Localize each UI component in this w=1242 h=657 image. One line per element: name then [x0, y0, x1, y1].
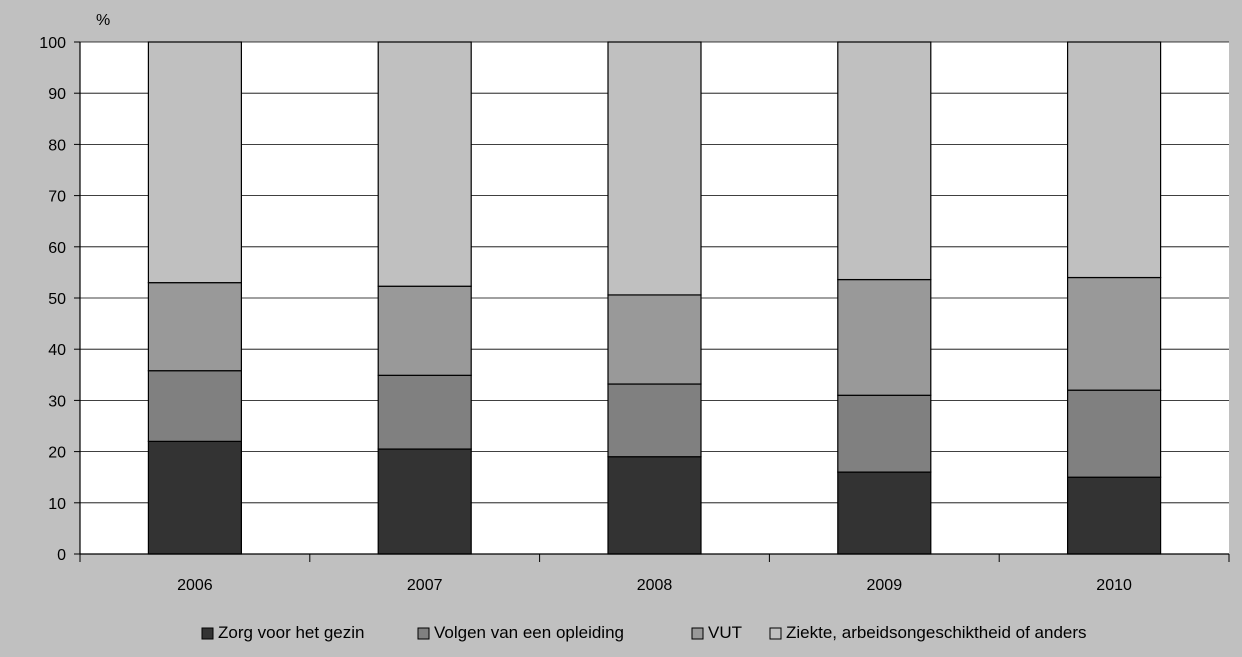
bar-segment	[607, 383, 702, 458]
x-tick-label: 2009	[867, 577, 903, 594]
bar-segment	[1066, 476, 1162, 555]
bar-segment	[147, 370, 242, 442]
bar-segment	[837, 41, 932, 281]
x-tick-label: 2006	[177, 577, 213, 594]
legend-swatch	[769, 627, 782, 640]
y-tick-label: 60	[48, 240, 66, 257]
x-tick-label: 2008	[637, 577, 673, 594]
y-tick-labels: 0 10 20 30 40 50 60 70 80 90 100	[39, 35, 66, 564]
bar-segment	[147, 440, 242, 555]
x-tick-label: 2007	[407, 577, 443, 594]
x-tick-labels: 2006 2007 2008 2009 2010	[177, 577, 1132, 594]
legend: Zorg voor het gezin Volgen van een opleid…	[201, 623, 1087, 642]
bar-segment	[607, 41, 702, 296]
y-tick-label: 0	[57, 547, 66, 564]
bar-segment	[1066, 389, 1162, 478]
legend-swatch	[691, 627, 704, 640]
legend-label: VUT	[708, 623, 742, 642]
bar-segment	[1066, 276, 1162, 391]
bar-segment	[837, 394, 932, 473]
bar-segment	[607, 294, 702, 385]
y-tick-label: 100	[39, 35, 66, 52]
y-tick-label: 30	[48, 393, 66, 410]
bar-segment	[377, 41, 472, 287]
y-tick-label: 40	[48, 342, 66, 359]
legend-label: Zorg voor het gezin	[218, 623, 364, 642]
y-tick-label: 80	[48, 137, 66, 154]
bar-segment	[837, 471, 932, 555]
legend-label: Volgen van een opleiding	[434, 623, 624, 642]
bar-segment	[377, 374, 472, 450]
bar-segment	[147, 282, 242, 372]
bar-segment	[1066, 41, 1162, 279]
x-tick-label: 2010	[1096, 577, 1132, 594]
legend-swatch	[201, 627, 214, 640]
bars	[147, 41, 1162, 555]
legend-label: Ziekte, arbeidsongeschiktheid of anders	[786, 623, 1087, 642]
y-axis-label: %	[96, 12, 110, 29]
y-tick-label: 90	[48, 86, 66, 103]
bar-segment	[147, 41, 242, 284]
legend-swatch	[417, 627, 430, 640]
bar-segment	[377, 285, 472, 376]
axes	[74, 41, 1230, 562]
y-tick-label: 50	[48, 291, 66, 308]
y-tick-label: 20	[48, 445, 66, 462]
bar-segment	[837, 278, 932, 396]
bar-segment	[377, 448, 472, 555]
y-tick-label: 70	[48, 189, 66, 206]
bar-segment	[607, 456, 702, 555]
y-tick-label: 10	[48, 496, 66, 513]
